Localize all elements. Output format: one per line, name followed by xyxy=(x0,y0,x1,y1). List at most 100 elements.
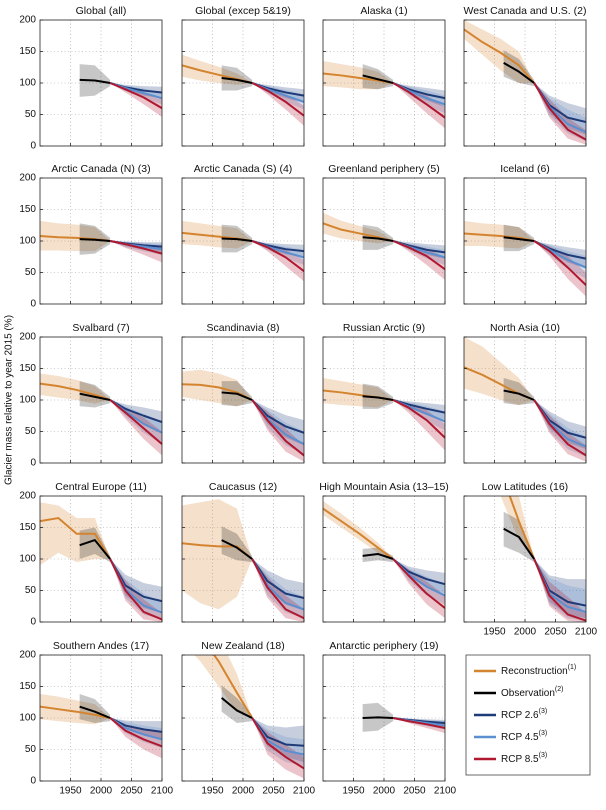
y-tick-label: 150 xyxy=(19,204,36,215)
y-tick-label: 100 xyxy=(19,236,36,247)
y-tick-label: 0 xyxy=(30,299,36,310)
panel-title: Greenland periphery (5) xyxy=(328,163,439,175)
legend-label: RCP 2.6 xyxy=(501,710,539,721)
series-line xyxy=(221,539,253,560)
y-tick-label: 0 xyxy=(30,617,36,628)
series-line xyxy=(79,238,111,242)
panel-frame xyxy=(181,336,305,464)
panel-title: Central Europe (11) xyxy=(55,481,146,493)
panel-frame xyxy=(322,495,446,623)
series-line xyxy=(109,399,162,423)
panel-title: Scandinavia (8) xyxy=(207,322,280,334)
series-line xyxy=(503,61,535,84)
uncertainty-band xyxy=(534,241,586,297)
legend-text: RCP 2.6(3) xyxy=(501,708,547,720)
panel-frame xyxy=(463,177,587,305)
plot-area xyxy=(182,655,304,781)
plot-area xyxy=(182,178,304,304)
plot-area xyxy=(40,655,162,781)
uncertainty-band xyxy=(40,694,111,725)
panel-frame xyxy=(39,19,163,147)
panel-frame xyxy=(39,654,163,782)
plot-area xyxy=(323,496,445,622)
panel-title: High Mountain Asia (13–15) xyxy=(319,481,449,493)
uncertainty-band xyxy=(110,400,162,456)
series-line xyxy=(362,552,394,560)
x-tick-label: 2050 xyxy=(403,786,426,797)
legend-text: Observation(2) xyxy=(501,686,563,698)
series-line xyxy=(251,717,304,770)
panel-frame xyxy=(181,495,305,623)
uncertainty-band xyxy=(110,559,162,622)
x-tick-label: 2000 xyxy=(232,786,255,797)
uncertainty-band xyxy=(500,496,535,559)
series-line xyxy=(251,558,304,620)
uncertainty-band xyxy=(323,501,394,559)
y-tick-label: 200 xyxy=(19,15,36,26)
series-line xyxy=(464,28,535,84)
series-line xyxy=(251,717,304,747)
panel-title: Alaska (1) xyxy=(360,5,407,17)
series-line xyxy=(109,240,162,255)
series-line xyxy=(79,705,111,719)
panel-frame xyxy=(39,336,163,464)
uncertainty-band xyxy=(194,655,253,718)
y-tick-label: 150 xyxy=(19,681,36,692)
y-tick-label: 0 xyxy=(30,141,36,152)
series-line xyxy=(362,74,394,84)
series-line xyxy=(392,399,445,439)
series-line xyxy=(392,558,445,609)
panel-frame xyxy=(322,177,446,305)
series-line xyxy=(79,392,111,401)
plot-area xyxy=(464,496,586,622)
uncertainty-band xyxy=(110,559,162,614)
panel-frame xyxy=(39,495,163,623)
series-line xyxy=(221,697,253,719)
uncertainty-band xyxy=(79,527,111,563)
series-line xyxy=(508,496,536,560)
uncertainty-band xyxy=(503,377,535,406)
panel-frame xyxy=(322,654,446,782)
series-line xyxy=(40,382,111,401)
y-tick-label: 150 xyxy=(19,363,36,374)
plot-area xyxy=(182,20,304,146)
x-tick-label: 2100 xyxy=(434,786,457,797)
uncertainty-band xyxy=(252,559,304,611)
panel-title: Southern Andes (17) xyxy=(53,640,149,652)
panel-title: Svalbard (7) xyxy=(72,322,129,334)
series-line xyxy=(109,558,162,621)
series-line xyxy=(40,705,111,719)
x-tick-label: 2000 xyxy=(514,627,537,638)
x-tick-label: 1950 xyxy=(342,786,365,797)
panel-frame xyxy=(181,654,305,782)
panel-frame xyxy=(463,19,587,147)
y-tick-label: 200 xyxy=(19,332,36,343)
uncertainty-band xyxy=(182,499,253,610)
series-line xyxy=(109,82,162,110)
y-tick-label: 100 xyxy=(19,78,36,89)
panel-title: North Asia (10) xyxy=(490,322,560,334)
uncertainty-band xyxy=(323,60,394,90)
panel-title: Antarctic periphery (19) xyxy=(329,640,438,652)
panel-title: Arctic Canada (N) (3) xyxy=(51,163,150,175)
y-tick-label: 100 xyxy=(19,395,36,406)
legend-superscript: (2) xyxy=(555,686,564,693)
plot-area xyxy=(40,20,162,146)
series-line xyxy=(212,655,254,719)
y-tick-label: 50 xyxy=(25,585,37,596)
plot-area xyxy=(40,178,162,304)
uncertainty-band xyxy=(323,377,394,408)
series-line xyxy=(533,82,586,141)
series-line xyxy=(503,236,535,242)
x-tick-label: 2050 xyxy=(120,786,143,797)
y-tick-label: 100 xyxy=(19,554,36,565)
uncertainty-band xyxy=(534,559,586,621)
series-line xyxy=(109,717,162,748)
plot-area xyxy=(464,20,586,146)
series-line xyxy=(362,716,394,719)
series-line xyxy=(533,399,586,457)
legend-superscript: (3) xyxy=(539,708,548,715)
series-line xyxy=(79,539,111,560)
x-tick-label: 2000 xyxy=(90,786,113,797)
